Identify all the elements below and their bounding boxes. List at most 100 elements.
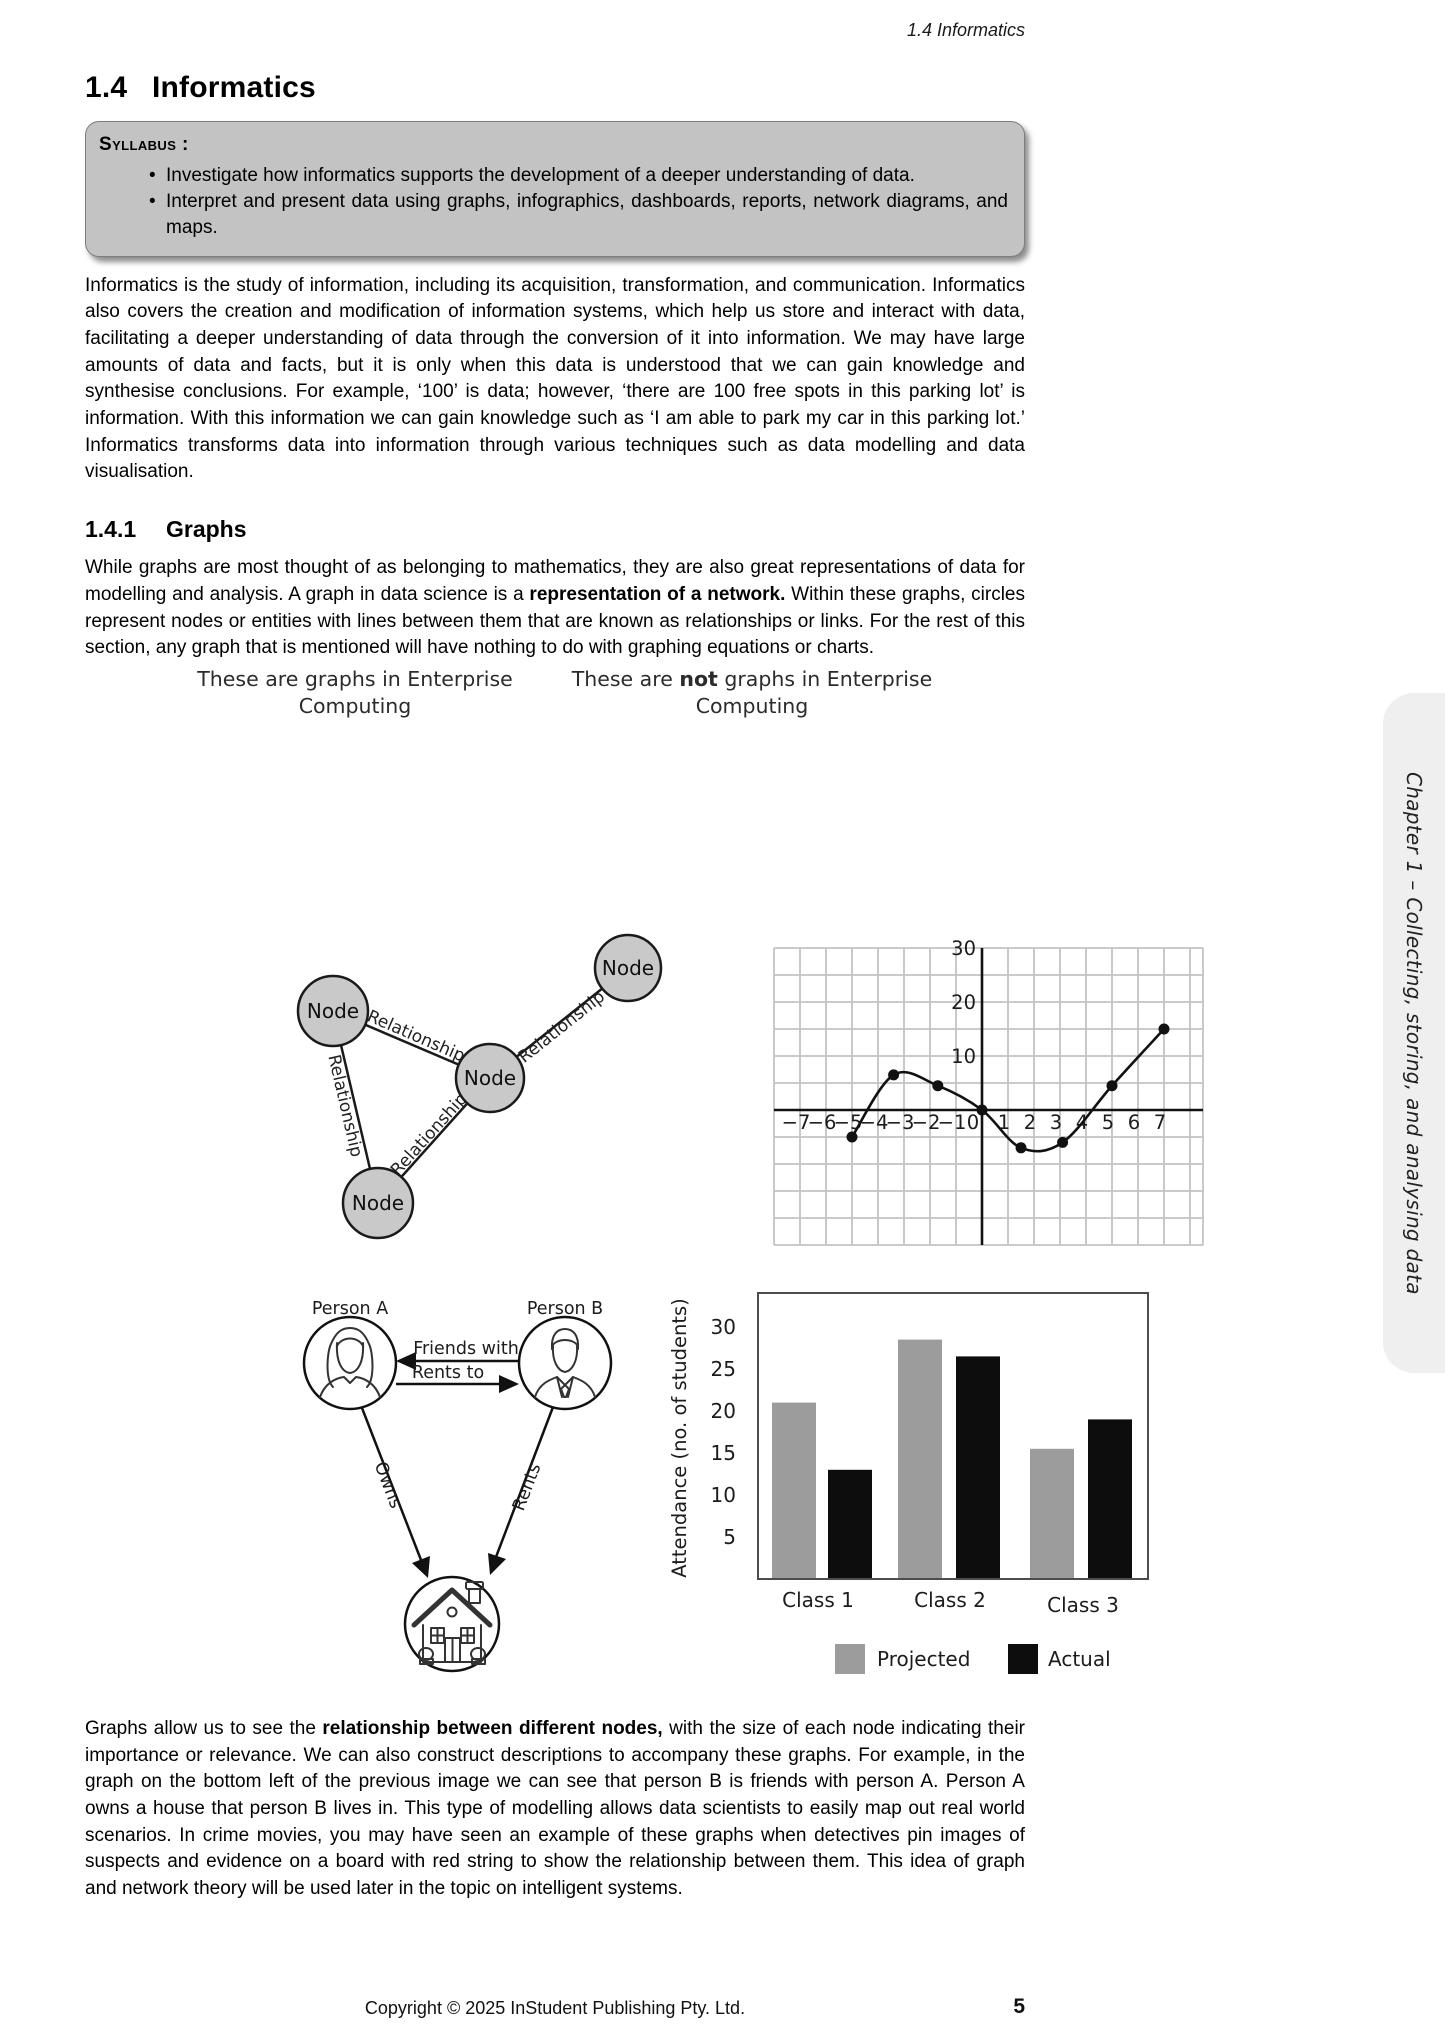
woman-icon <box>319 1326 381 1398</box>
page-footer: Copyright © 2025 InStudent Publishing Pt… <box>85 1995 1025 2019</box>
arrowhead-owns-icon <box>412 1555 430 1578</box>
caption-not-graphs-pre: These are <box>571 666 680 691</box>
y-tick-label: 15 <box>711 1441 736 1465</box>
arrowhead-right-icon <box>499 1374 519 1393</box>
person-a-label: Person A <box>312 1299 388 1319</box>
legend: Projected Actual <box>835 1643 1111 1674</box>
node-circle <box>341 1166 415 1240</box>
x-tick-label: −3 <box>886 1111 915 1134</box>
x-tick-label: 7 <box>1154 1111 1166 1134</box>
person-graph-figure: Person A Person B Friends with Rents to … <box>302 1299 613 1673</box>
data-point <box>846 1131 858 1143</box>
edge-label: Relationship <box>323 1053 366 1159</box>
closing-paragraph-bold: relationship between different nodes, <box>322 1717 663 1739</box>
syllabus-item: Investigate how informatics supports the… <box>99 163 1008 189</box>
chapter-side-tab: Chapter 1 – Collecting, storing, and ana… <box>1383 693 1445 1373</box>
data-point <box>1158 1023 1170 1035</box>
data-point <box>932 1080 944 1092</box>
data-point <box>1015 1142 1027 1154</box>
closing-paragraph-post: with the size of each node indicating th… <box>85 1717 1025 1900</box>
category-label: Class 2 <box>914 1588 986 1612</box>
node-circle <box>593 933 663 1003</box>
bar-projected-class-2 <box>898 1339 942 1579</box>
x-tick-label: 0 <box>967 1111 979 1134</box>
bar-projected-class-3 <box>1030 1448 1074 1579</box>
legend-swatch-actual <box>1008 1643 1038 1674</box>
node-circle <box>454 1042 526 1114</box>
section-title-text: Informatics <box>152 71 316 104</box>
closing-paragraph-pre: Graphs allow us to see the <box>85 1717 323 1739</box>
caption-graphs-line1: These are graphs in Enterprise <box>197 666 513 691</box>
data-point <box>888 1069 900 1081</box>
x-tick-label: 2 <box>1024 1111 1036 1134</box>
x-tick-label: −4 <box>860 1111 889 1134</box>
friends-with-label: Friends with <box>413 1339 519 1359</box>
subsection-number: 1.4.1 <box>85 516 137 543</box>
x-tick-label: −7 <box>782 1111 811 1134</box>
graphs-paragraph-bold: representation of a network. <box>529 583 786 605</box>
x-tick-label: −2 <box>912 1111 941 1134</box>
copyright-text: Copyright © 2025 InStudent Publishing Pt… <box>364 1998 746 2018</box>
bar-actual-class-3 <box>1088 1419 1132 1579</box>
network-nodes: Node Node Node Node <box>296 933 663 1240</box>
caption-not-graphs: These are not graphs in Enterprise Compu… <box>552 666 952 720</box>
page-number: 5 <box>1013 1995 1025 2018</box>
data-point <box>976 1104 988 1116</box>
subsection-title-text: Graphs <box>166 516 247 543</box>
network-graph-figure: Relationship Relationship Relationship R… <box>296 933 663 1240</box>
owns-label: Owns <box>370 1459 406 1511</box>
legend-label-actual: Actual <box>1048 1647 1111 1671</box>
node-circle <box>296 974 370 1048</box>
person-b-label: Person B <box>527 1299 603 1319</box>
category-label: Class 1 <box>782 1588 854 1612</box>
y-axis-label: Attendance (no. of students) <box>668 1298 691 1578</box>
person-graph-edges <box>360 1359 555 1561</box>
house-icon <box>411 1580 493 1665</box>
edge-label: Relationship <box>387 1089 472 1180</box>
page-title: 1.4 Informatics <box>85 71 1025 105</box>
graphs-paragraph-pre: While graphs are most thought of as belo… <box>85 557 1025 605</box>
rents-to-label: Rents to <box>412 1363 484 1383</box>
syllabus-list: Investigate how informatics supports the… <box>99 163 1008 242</box>
x-tick-label: 6 <box>1128 1111 1140 1134</box>
chart-frame <box>757 1291 1149 1580</box>
bar-chart-figure: Attendance (no. of students) 5 10 15 20 25 30… <box>668 1291 1149 1674</box>
man-icon <box>534 1327 596 1398</box>
subsection-heading: 1.4.1 Graphs <box>85 516 1025 543</box>
x-tick-label: −6 <box>808 1111 837 1134</box>
y-tick-label: 10 <box>951 1045 976 1068</box>
graphs-paragraph: While graphs are most thought of as belo… <box>85 555 1025 662</box>
caption-graphs-line2: Computing <box>298 693 412 718</box>
bar-actual-class-2 <box>956 1356 1000 1579</box>
arrowhead-rents-icon <box>488 1552 506 1575</box>
caption-not-graphs-post: graphs in Enterprise <box>717 666 933 691</box>
graphs-paragraph-post: Within these graphs, circles represent n… <box>85 583 1025 659</box>
arrowhead-left-icon <box>396 1351 416 1370</box>
bar-actual-class-1 <box>828 1469 872 1579</box>
text-column: 1.4 Informatics 1.4 Informatics Syllabus … <box>0 0 1445 1903</box>
syllabus-label: Syllabus : <box>99 134 189 155</box>
running-header: 1.4 Informatics <box>906 20 1025 40</box>
caption-not-graphs-line2: Computing <box>695 693 809 718</box>
y-tick-label: 30 <box>711 1315 736 1339</box>
node-label: Node <box>602 956 654 980</box>
data-point <box>1057 1136 1069 1148</box>
node-label: Node <box>352 1191 404 1215</box>
y-tick-label: 20 <box>711 1399 736 1423</box>
bar-projected-class-1 <box>772 1402 816 1579</box>
x-tick-label: −5 <box>834 1111 863 1134</box>
rents-label: Rents <box>509 1461 545 1514</box>
y-tick-label: 10 <box>711 1483 736 1507</box>
y-tick-label: 5 <box>723 1525 736 1549</box>
legend-label-projected: Projected <box>877 1647 970 1671</box>
y-tick-label: 25 <box>711 1357 736 1381</box>
node-label: Node <box>464 1066 516 1090</box>
syllabus-item: Interpret and present data using graphs,… <box>99 189 1008 241</box>
node-label: Node <box>307 999 359 1023</box>
figure-panel: These are graphs in Enterprise Computing… <box>85 666 1204 1700</box>
y-tick-label: 30 <box>951 937 976 960</box>
bar-chart-plot-area: 5 10 15 20 25 30 Class 1 Class 2 Class 3 <box>711 1291 1149 1617</box>
closing-paragraph: Graphs allow us to see the relationship … <box>85 1716 1025 1903</box>
y-tick-label: 20 <box>951 991 976 1014</box>
